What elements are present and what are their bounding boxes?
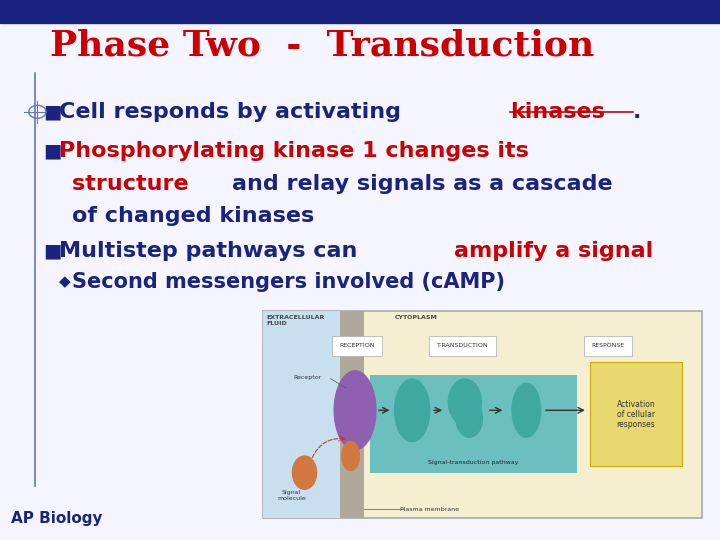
- Ellipse shape: [334, 371, 376, 450]
- Text: T-RANSDUCTION: T-RANSDUCTION: [437, 343, 488, 348]
- Bar: [263, 310, 340, 518]
- Text: ◆: ◆: [59, 274, 71, 289]
- Text: Receptor: Receptor: [294, 375, 322, 380]
- Text: ■: ■: [43, 241, 62, 261]
- Bar: [370, 375, 577, 472]
- Text: ■: ■: [43, 102, 62, 122]
- Text: CYTOPLASM: CYTOPLASM: [395, 315, 438, 320]
- Text: Second messengers involved (cAMP): Second messengers involved (cAMP): [72, 272, 505, 292]
- Text: and relay signals as a cascade: and relay signals as a cascade: [233, 173, 613, 194]
- Text: Signal-transduction pathway: Signal-transduction pathway: [428, 460, 519, 465]
- Text: Plasma membrane: Plasma membrane: [400, 507, 459, 511]
- Ellipse shape: [449, 379, 481, 425]
- Text: Cell responds by activating: Cell responds by activating: [59, 102, 409, 122]
- Text: ■: ■: [43, 141, 62, 161]
- Ellipse shape: [456, 400, 482, 437]
- Bar: [0, 0, 720, 23]
- Ellipse shape: [395, 379, 430, 442]
- Bar: [590, 362, 683, 467]
- Text: EXTRACELLULAR
FLUID: EXTRACELLULAR FLUID: [266, 315, 325, 326]
- Text: RECEPTION: RECEPTION: [339, 343, 375, 348]
- Bar: [263, 310, 702, 518]
- Text: Signal
molecule: Signal molecule: [277, 490, 306, 501]
- Text: kinases: kinases: [510, 102, 606, 122]
- Bar: [340, 310, 364, 518]
- Ellipse shape: [342, 442, 359, 470]
- Text: RESPONSE: RESPONSE: [591, 343, 624, 348]
- Text: of changed kinases: of changed kinases: [72, 206, 314, 226]
- Text: Phase Two  -  Transduction: Phase Two - Transduction: [50, 29, 595, 63]
- Text: .: .: [633, 102, 641, 122]
- Text: Multistep pathways can: Multistep pathways can: [59, 241, 365, 261]
- Ellipse shape: [512, 383, 541, 437]
- Text: amplify a signal: amplify a signal: [454, 241, 653, 261]
- Text: Activation
of cellular
responses: Activation of cellular responses: [617, 400, 655, 429]
- Text: Phosphorylating kinase 1 changes its: Phosphorylating kinase 1 changes its: [59, 141, 529, 161]
- Ellipse shape: [292, 456, 317, 489]
- Text: AP Biology: AP Biology: [11, 511, 102, 526]
- Text: structure: structure: [72, 173, 197, 194]
